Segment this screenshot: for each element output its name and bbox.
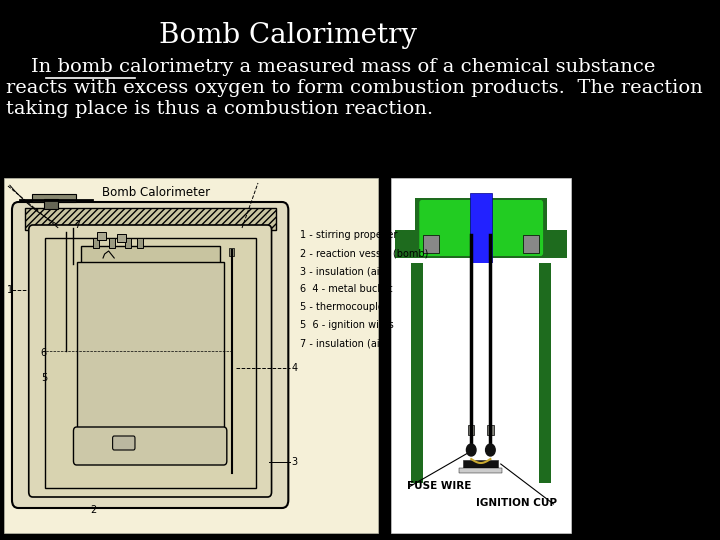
Text: 7 - insulation (air): 7 - insulation (air) — [300, 338, 387, 348]
Text: FUSE WIRE: FUSE WIRE — [408, 481, 472, 491]
Bar — [76, 262, 224, 456]
FancyBboxPatch shape — [29, 225, 271, 497]
Bar — [459, 468, 503, 473]
Text: IGNITION CUP: IGNITION CUP — [476, 498, 557, 508]
Text: 6: 6 — [41, 348, 47, 358]
Bar — [423, 235, 439, 253]
Text: 6  4 - metal bucket: 6 4 - metal bucket — [300, 284, 392, 294]
Bar — [539, 263, 551, 468]
Text: 3: 3 — [292, 457, 297, 467]
Text: 1: 1 — [6, 285, 13, 295]
Text: 5  6 - ignition wires: 5 6 - ignition wires — [300, 320, 393, 330]
Text: 1 - stirring propeller: 1 - stirring propeller — [300, 230, 397, 240]
Bar — [392, 178, 571, 533]
Bar — [229, 248, 234, 256]
FancyBboxPatch shape — [419, 200, 543, 256]
FancyBboxPatch shape — [112, 436, 135, 450]
Bar — [411, 263, 423, 468]
Bar — [463, 460, 498, 468]
Text: taking place is thus a combustion reaction.: taking place is thus a combustion reacti… — [6, 100, 433, 118]
Text: 5: 5 — [41, 373, 47, 383]
Text: Bomb Calorimeter: Bomb Calorimeter — [102, 186, 210, 199]
Bar — [96, 232, 107, 240]
Bar — [93, 238, 99, 248]
Bar — [32, 194, 76, 202]
Text: Bomb Calorimetry: Bomb Calorimetry — [158, 22, 417, 49]
Circle shape — [467, 444, 476, 456]
Text: In bomb calorimetry a measured mass of a chemical substance: In bomb calorimetry a measured mass of a… — [6, 58, 656, 76]
Text: 2 - reaction vessel (bomb): 2 - reaction vessel (bomb) — [300, 248, 428, 258]
Bar — [395, 230, 567, 258]
Bar — [487, 425, 494, 435]
Bar — [523, 235, 539, 253]
Text: 5 - thermocouple: 5 - thermocouple — [300, 302, 383, 312]
Text: 3 - insulation (air): 3 - insulation (air) — [300, 266, 387, 276]
Bar — [411, 468, 551, 483]
Bar — [4, 178, 378, 533]
Bar — [24, 208, 276, 230]
Bar — [469, 193, 492, 263]
Bar — [109, 238, 115, 248]
Bar — [423, 263, 539, 483]
Text: 7: 7 — [74, 220, 81, 230]
Text: reacts with excess oxygen to form combustion products.  The reaction: reacts with excess oxygen to form combus… — [6, 79, 703, 97]
Bar — [125, 238, 131, 248]
Text: 2: 2 — [90, 505, 96, 515]
Bar — [415, 198, 547, 258]
Bar — [468, 425, 474, 435]
Bar — [45, 238, 256, 488]
Bar — [117, 234, 126, 242]
Text: 4: 4 — [292, 363, 297, 373]
Bar — [44, 199, 58, 209]
Circle shape — [485, 444, 495, 456]
Bar — [137, 238, 143, 248]
FancyBboxPatch shape — [73, 427, 227, 465]
Bar — [81, 246, 220, 264]
FancyBboxPatch shape — [12, 202, 288, 508]
